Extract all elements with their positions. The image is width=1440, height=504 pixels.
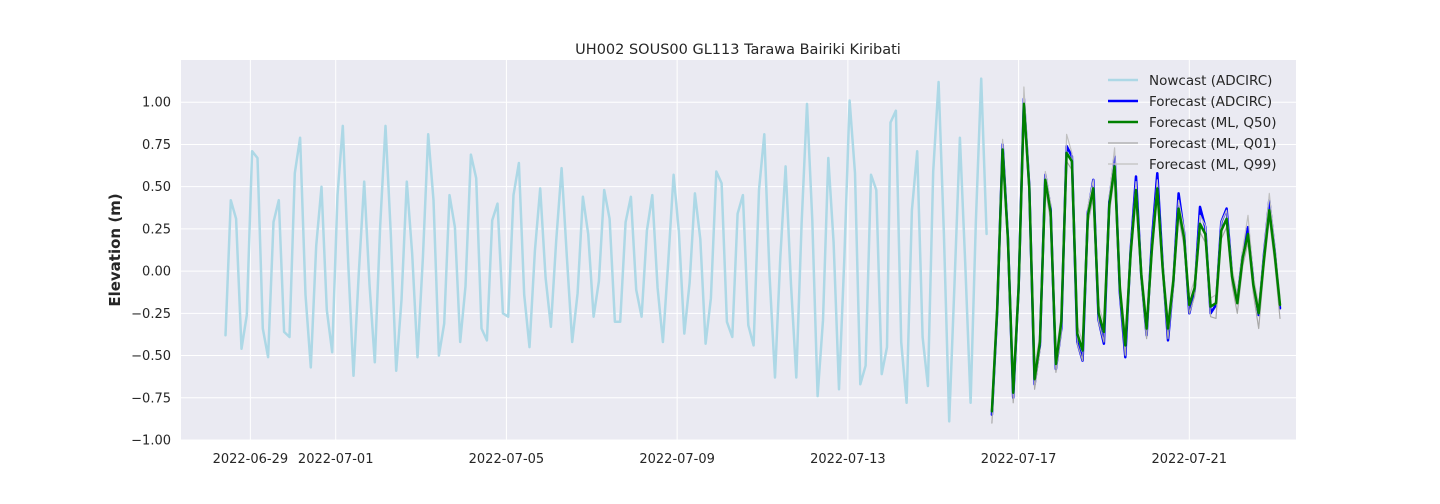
y-tick-label: −0.25 (131, 307, 171, 322)
y-tick-label: 0.50 (142, 180, 171, 195)
chart-title: UH002 SOUS00 GL113 Tarawa Bairiki Kiriba… (575, 42, 901, 58)
y-tick-label: −0.75 (131, 391, 171, 406)
y-axis-label: Elevation (m) (106, 193, 124, 306)
legend-label: Nowcast (ADCIRC) (1149, 73, 1272, 89)
y-tick-label: −1.00 (131, 434, 171, 449)
legend-label: Forecast (ML, Q50) (1149, 115, 1277, 131)
y-axis: −1.00 −0.75 −0.50 −0.25 0.00 0.25 0.50 0.75 1.00 (131, 96, 171, 449)
y-tick-label: 0.25 (142, 222, 171, 237)
x-tick-label: 2022-07-21 (1152, 452, 1228, 467)
x-tick-label: 2022-07-09 (639, 452, 715, 467)
legend-label: Forecast (ADCIRC) (1149, 94, 1272, 110)
legend-label: Forecast (ML, Q99) (1149, 157, 1277, 173)
y-tick-label: −0.50 (131, 349, 171, 364)
x-tick-label: 2022-07-17 (981, 452, 1057, 467)
y-tick-label: 1.00 (142, 96, 171, 111)
legend: Nowcast (ADCIRC) Forecast (ADCIRC) Forecas… (1108, 73, 1277, 173)
x-axis: 2022-06-29 2022-07-01 2022-07-05 2022-07-09… (213, 452, 1228, 467)
series-layer (224, 77, 1282, 424)
grid (181, 60, 1296, 441)
y-tick-label: 0.75 (142, 138, 171, 153)
series-line-1 (224, 77, 988, 423)
x-tick-label: 2022-07-01 (298, 452, 374, 467)
y-tick-label: 0.00 (142, 265, 171, 280)
series-line-3 (990, 102, 1282, 413)
x-tick-label: 2022-07-05 (469, 452, 545, 467)
x-tick-label: 2022-07-13 (810, 452, 886, 467)
x-tick-label: 2022-06-29 (213, 452, 289, 467)
legend-label: Forecast (ML, Q01) (1149, 136, 1277, 152)
